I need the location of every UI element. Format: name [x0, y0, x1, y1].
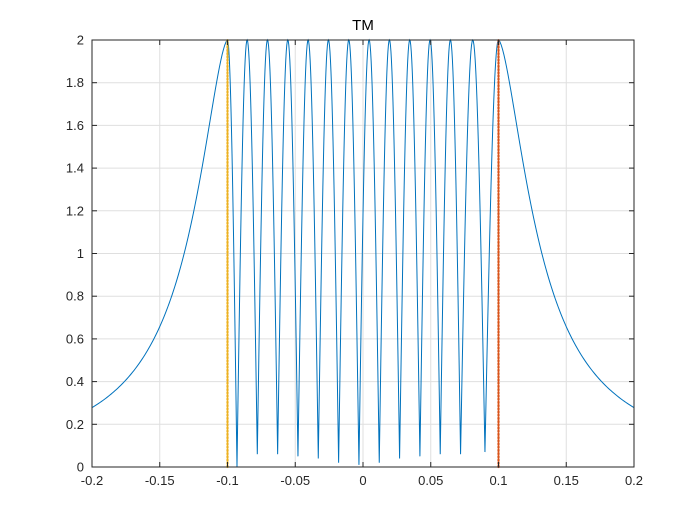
x-tick-label: 0.2 [625, 473, 643, 488]
y-tick-label: 1.8 [66, 75, 84, 90]
x-tick-label: -0.2 [81, 473, 103, 488]
y-tick-label: 0.8 [66, 289, 84, 304]
chart-title: TM [352, 17, 374, 34]
x-tick-label: -0.05 [280, 473, 310, 488]
y-tick-label: 1.6 [66, 118, 84, 133]
y-tick-label: 0.6 [66, 331, 84, 346]
plot-area [91, 38, 635, 469]
grid [91, 39, 635, 468]
y-tick-label: 0.2 [66, 417, 84, 432]
y-tick-label: 2 [77, 33, 84, 48]
y-tick-label: 1 [77, 246, 84, 261]
x-tick-label: 0.1 [489, 473, 507, 488]
y-tick-label: 1.2 [66, 203, 84, 218]
x-tick-label: 0.05 [418, 473, 443, 488]
y-tick-label: 1.4 [66, 161, 84, 176]
x-tick-label: -0.1 [216, 473, 238, 488]
axes: -0.2 -0.15 -0.1 -0.05 0 0.05 0.1 0.15 0.2 0 0.2 0.4… [66, 33, 643, 489]
x-tick-label: 0 [359, 473, 366, 488]
x-tick-label: 0.15 [554, 473, 579, 488]
x-tick-label: -0.15 [145, 473, 175, 488]
y-tick-label: 0.4 [66, 374, 84, 389]
y-tick-label: 0 [77, 460, 84, 475]
series-tm-curve [91, 38, 635, 468]
